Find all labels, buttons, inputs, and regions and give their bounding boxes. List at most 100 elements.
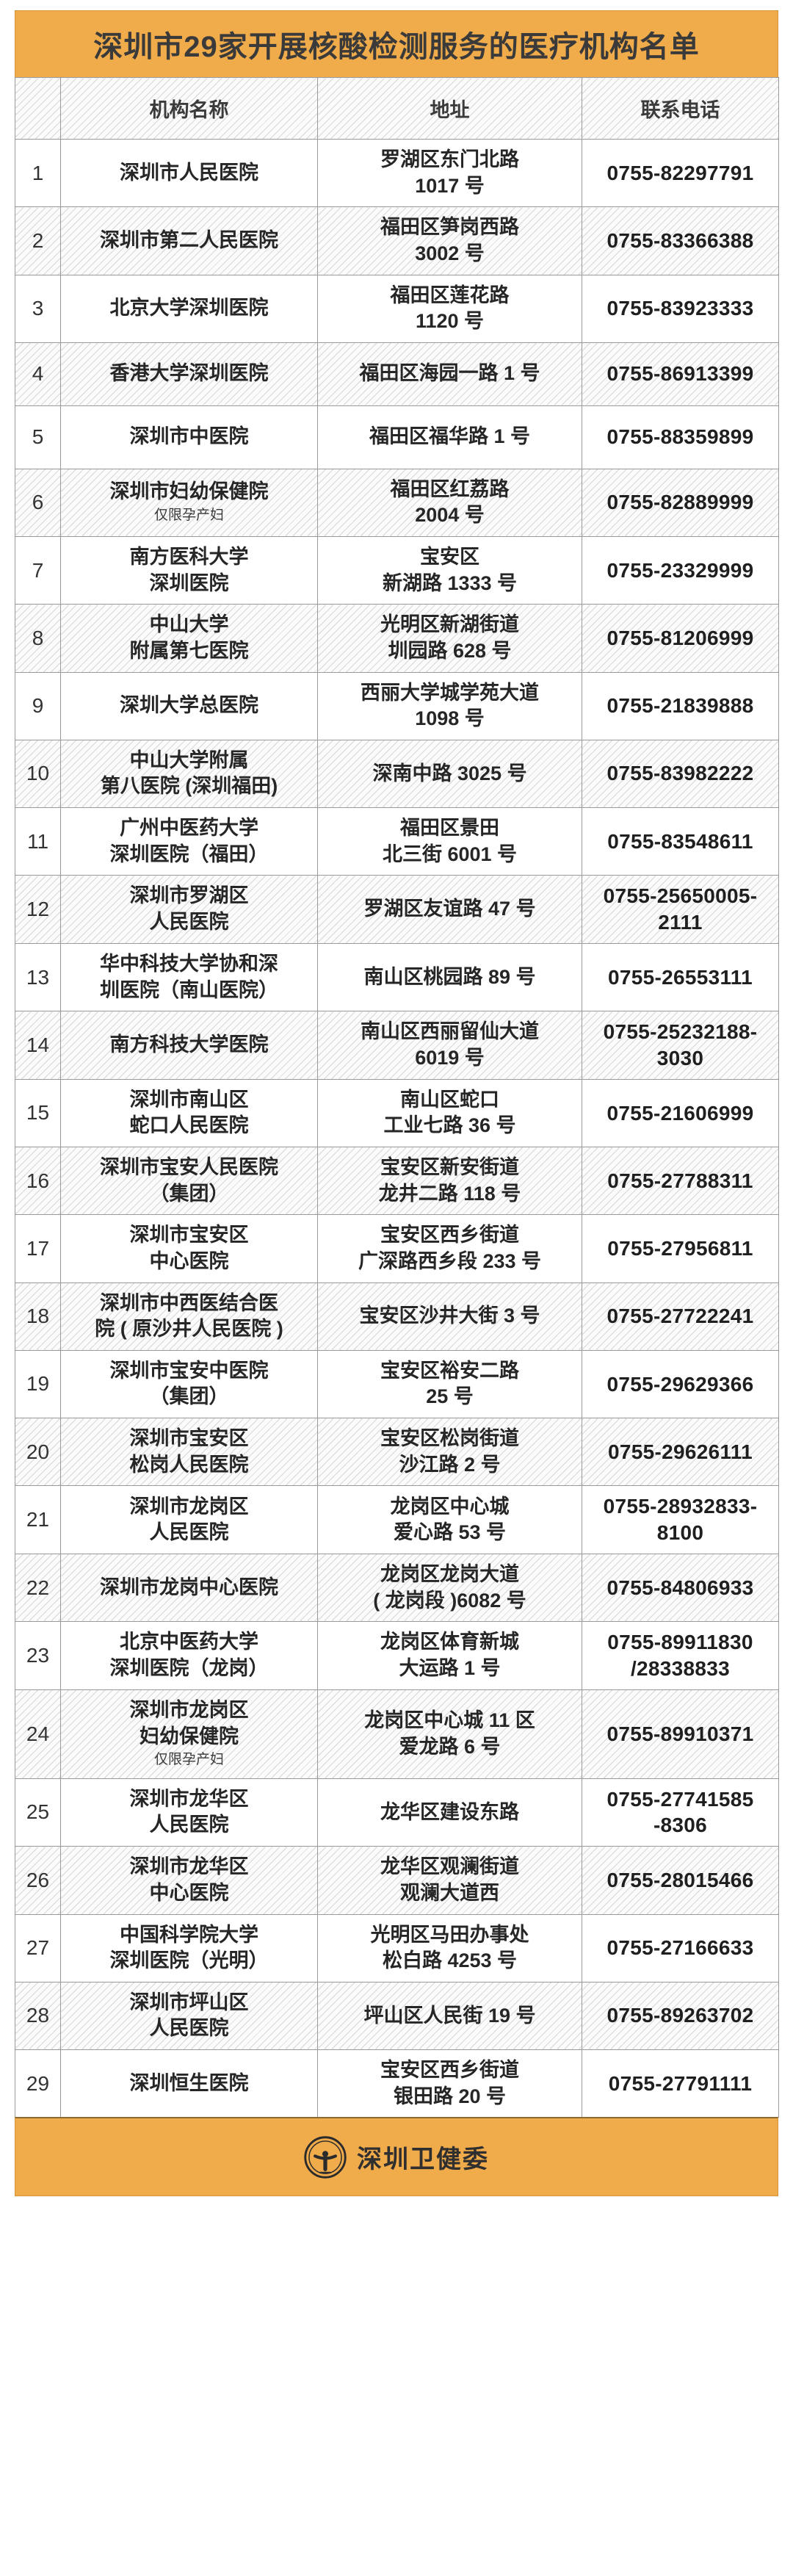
hospital-address: 坪山区人民街 19 号 xyxy=(317,1981,582,2051)
hospital-address: 光明区马田办事处 松白路 4253 号 xyxy=(317,1913,582,1982)
row-index: 7 xyxy=(15,535,61,605)
table-row: 19 深圳市宝安中医院 （集团） 宝安区裕安二路 25 号 0755-29629366 xyxy=(15,1349,779,1419)
hospital-name: 深圳市宝安中医院 （集团） xyxy=(60,1349,318,1419)
table-row: 8 中山大学 附属第七医院 光明区新湖街道 圳园路 628 号 0755-81206999 xyxy=(15,604,779,673)
hospital-phone: 0755-25650005- 2111 xyxy=(582,875,779,944)
header-row: 机构名称 地址 联系电话 xyxy=(15,77,779,140)
hospital-phone: 0755-27741585 -8306 xyxy=(582,1778,779,1847)
hospital-name: 北京大学深圳医院 xyxy=(60,274,318,343)
row-index: 28 xyxy=(15,1981,61,2051)
hospital-name: 深圳市龙华区 中心医院 xyxy=(60,1846,318,1915)
hospital-name: 深圳大学总医院 xyxy=(60,671,318,740)
hospital-name: 南方医科大学 深圳医院 xyxy=(60,535,318,605)
table-row: 2 深圳市第二人民医院 福田区笋岗西路 3002 号 0755-83366388 xyxy=(15,206,779,275)
table-row: 20 深圳市宝安区 松岗人民医院 宝安区松岗街道 沙江路 2 号 0755-2962611… xyxy=(15,1418,779,1487)
row-index: 4 xyxy=(15,342,61,406)
hospital-address: 福田区福华路 1 号 xyxy=(317,405,582,469)
hospital-phone: 0755-27791111 xyxy=(582,2049,779,2118)
hospital-name: 深圳市龙华区 人民医院 xyxy=(60,1778,318,1847)
hospital-name: 深圳市第二人民医院 xyxy=(60,206,318,275)
hospital-address: 南山区桃园路 89 号 xyxy=(317,942,582,1012)
hospital-address: 罗湖区东门北路 1017 号 xyxy=(317,138,582,208)
footer-banner: 深圳卫健委 xyxy=(15,2117,778,2197)
hospital-phone: 0755-89263702 xyxy=(582,1981,779,2051)
table-row: 4 香港大学深圳医院 福田区海园一路 1 号 0755-86913399 xyxy=(15,342,779,406)
row-index: 3 xyxy=(15,274,61,343)
row-index: 21 xyxy=(15,1485,61,1554)
table-body: 1 深圳市人民医院 罗湖区东门北路 1017 号 0755-82297791 2 深圳市第二… xyxy=(15,138,779,2118)
hospital-name: 南方科技大学医院 xyxy=(60,1011,318,1080)
row-index: 24 xyxy=(15,1689,61,1779)
hospital-phone: 0755-83982222 xyxy=(582,739,779,809)
hospital-address: 宝安区裕安二路 25 号 xyxy=(317,1349,582,1419)
hospital-name: 深圳市人民医院 xyxy=(60,138,318,208)
table-row: 11 广州中医药大学 深圳医院（福田） 福田区景田 北三街 6001 号 0755-835… xyxy=(15,807,779,876)
hospital-phone: 0755-25232188- 3030 xyxy=(582,1011,779,1080)
hospital-name: 深圳市中医院 xyxy=(60,405,318,469)
row-index: 17 xyxy=(15,1214,61,1283)
table-row: 14 南方科技大学医院 南山区西丽留仙大道 6019 号 0755-25232188- 3… xyxy=(15,1011,779,1080)
hospital-name: 中山大学 附属第七医院 xyxy=(60,604,318,673)
hospital-phone: 0755-82889999 xyxy=(582,468,779,538)
table-row: 15 深圳市南山区 蛇口人民医院 南山区蛇口 工业七路 36 号 0755-2160699… xyxy=(15,1078,779,1148)
table-row: 18 深圳市中西医结合医院 ( 原沙井人民医院 ) 宝安区沙井大街 3 号 0755-… xyxy=(15,1282,779,1351)
row-index: 18 xyxy=(15,1282,61,1351)
row-index: 20 xyxy=(15,1418,61,1487)
hospital-address: 宝安区西乡街道 银田路 20 号 xyxy=(317,2049,582,2118)
hospital-name: 中山大学附属 第八医院 (深圳福田) xyxy=(60,739,318,809)
row-index: 14 xyxy=(15,1011,61,1080)
hospital-name: 华中科技大学协和深 圳医院（南山医院） xyxy=(60,942,318,1012)
hospital-phone: 0755-29626111 xyxy=(582,1418,779,1487)
row-index: 15 xyxy=(15,1078,61,1148)
hospital-phone: 0755-23329999 xyxy=(582,535,779,605)
hospital-phone: 0755-84806933 xyxy=(582,1553,779,1623)
table-row: 5 深圳市中医院 福田区福华路 1 号 0755-88359899 xyxy=(15,405,779,469)
hospital-phone: 0755-81206999 xyxy=(582,604,779,673)
row-index: 29 xyxy=(15,2049,61,2118)
hospital-address: 龙岗区龙岗大道( 龙岗段 )6082 号 xyxy=(317,1553,582,1623)
table-row: 22 深圳市龙岗中心医院 龙岗区龙岗大道( 龙岗段 )6082 号 0755-8480… xyxy=(15,1553,779,1623)
hospital-address: 龙岗区中心城 11 区爱龙路 6 号 xyxy=(317,1689,582,1779)
row-index: 1 xyxy=(15,138,61,208)
table-header: 机构名称 地址 联系电话 xyxy=(15,77,779,140)
row-index: 13 xyxy=(15,942,61,1012)
hospital-phone: 0755-83366388 xyxy=(582,206,779,275)
hospital-phone: 0755-27722241 xyxy=(582,1282,779,1351)
hospital-address: 宝安区西乡街道 广深路西乡段 233 号 xyxy=(317,1214,582,1283)
table-row: 27 中国科学院大学 深圳医院（光明） 光明区马田办事处 松白路 4253 号 0755-… xyxy=(15,1913,779,1982)
row-index: 19 xyxy=(15,1349,61,1419)
poster-sheet: 深圳市29家开展核酸检测服务的医疗机构名单 机构名称 地址 联系电话 1 深圳市人… xyxy=(15,10,779,2197)
hospital-address: 龙岗区中心城 爱心路 53 号 xyxy=(317,1485,582,1554)
hospital-phone: 0755-83923333 xyxy=(582,274,779,343)
hospital-phone: 0755-26553111 xyxy=(582,942,779,1012)
table-row: 28 深圳市坪山区 人民医院 坪山区人民街 19 号 0755-89263702 xyxy=(15,1981,779,2051)
hospital-phone: 0755-83548611 xyxy=(582,807,779,876)
row-index: 23 xyxy=(15,1621,61,1690)
table-row: 23 北京中医药大学 深圳医院（龙岗） 龙岗区体育新城 大运路 1 号 0755-8991… xyxy=(15,1621,779,1690)
hospital-name: 中国科学院大学 深圳医院（光明） xyxy=(60,1913,318,1982)
page-title: 深圳市29家开展核酸检测服务的医疗机构名单 xyxy=(93,31,700,63)
hospital-address: 龙华区建设东路 xyxy=(317,1778,582,1847)
hospital-name: 北京中医药大学 深圳医院（龙岗） xyxy=(60,1621,318,1690)
hospital-address: 光明区新湖街道 圳园路 628 号 xyxy=(317,604,582,673)
row-index: 16 xyxy=(15,1147,61,1216)
hospital-phone: 0755-86913399 xyxy=(582,342,779,406)
hospital-note: 仅限孕产妇 xyxy=(153,1752,224,1768)
hospital-name: 深圳市龙岗中心医院 xyxy=(60,1553,318,1623)
title-banner: 深圳市29家开展核酸检测服务的医疗机构名单 xyxy=(15,10,778,78)
hospital-phone: 0755-88359899 xyxy=(582,405,779,469)
hospital-name: 广州中医药大学 深圳医院（福田） xyxy=(60,807,318,876)
hospital-address: 龙岗区体育新城 大运路 1 号 xyxy=(317,1621,582,1690)
shenzhen-health-commission-emblem-icon xyxy=(304,2136,347,2179)
hospital-address: 龙华区观澜街道 观澜大道西 xyxy=(317,1846,582,1915)
hospital-name: 深圳市宝安区 中心医院 xyxy=(60,1214,318,1283)
column-header-name: 机构名称 xyxy=(60,77,318,140)
hospital-roster-table: 机构名称 地址 联系电话 1 深圳市人民医院 罗湖区东门北路 1017 号 0755-8… xyxy=(15,77,779,2118)
hospital-address: 宝安区松岗街道 沙江路 2 号 xyxy=(317,1418,582,1487)
hospital-phone: 0755-82297791 xyxy=(582,138,779,208)
hospital-name: 深圳市宝安人民医院 （集团） xyxy=(60,1147,318,1216)
hospital-phone: 0755-27166633 xyxy=(582,1913,779,1982)
table-row: 10 中山大学附属 第八医院 (深圳福田) 深南中路 3025 号 0755-83982… xyxy=(15,739,779,809)
hospital-name: 深圳市坪山区 人民医院 xyxy=(60,1981,318,2051)
row-index: 9 xyxy=(15,671,61,740)
